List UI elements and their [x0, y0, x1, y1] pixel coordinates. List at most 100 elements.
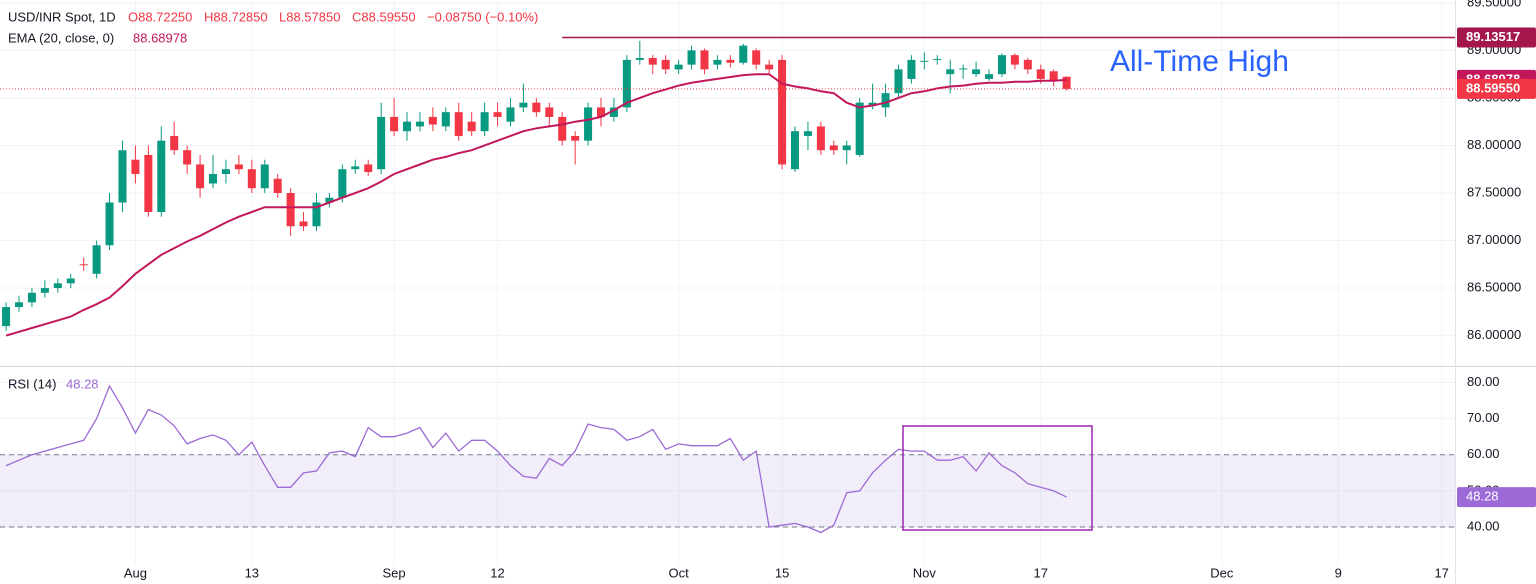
candle-body [377, 116, 386, 170]
candle-body [183, 150, 192, 165]
price-label: 88.59550 [1466, 80, 1520, 95]
ema-legend-value: 88.68978 [133, 30, 187, 45]
candle-body [972, 69, 981, 75]
candle-body [752, 50, 761, 65]
symbol: USD/INR Spot, 1D [8, 9, 116, 24]
price-label-box [1457, 78, 1536, 99]
y-tick-label: 40.00 [1467, 518, 1500, 533]
y-tick-label: 70.00 [1467, 410, 1500, 425]
x-tick-label: 12 [490, 565, 504, 580]
x-tick-label: Sep [383, 565, 406, 580]
candle-body [27, 292, 36, 303]
candle-body [221, 169, 230, 174]
candle-body [829, 145, 838, 151]
candle-body [959, 68, 968, 70]
x-tick-label: 15 [775, 565, 789, 580]
rsi-value-box [1457, 487, 1536, 508]
candle-body [467, 121, 476, 132]
candle-body [286, 192, 295, 227]
candle-body [40, 288, 49, 293]
candle-body [622, 59, 631, 108]
candle-body [325, 197, 334, 203]
ema-legend: EMA (20, close, 0) [8, 30, 114, 45]
candle-body [506, 107, 515, 122]
candle-body [209, 173, 218, 184]
candle-body [907, 59, 916, 79]
candle-body [131, 159, 140, 174]
candle-body [881, 93, 890, 108]
rsi-band [0, 454, 1455, 528]
candle-body [403, 121, 412, 132]
candle-body [674, 64, 683, 70]
candle-body [584, 107, 593, 141]
y-tick-label: 86.00000 [1467, 327, 1521, 342]
candle-body [532, 102, 541, 113]
candle-body [53, 283, 62, 289]
ohlc-high: H88.72850 [204, 9, 268, 24]
candle-body [338, 169, 347, 198]
candle-body [1062, 76, 1071, 89]
ohlc-low: L88.57850 [279, 9, 340, 24]
candle-body [1036, 69, 1045, 79]
candle-body [312, 202, 321, 227]
candle-body [1049, 71, 1058, 81]
candle-body [66, 278, 75, 284]
price-label: 89.13517 [1466, 29, 1520, 44]
candle-body [855, 102, 864, 155]
candle-body [273, 178, 282, 193]
x-tick-label: 9 [1335, 565, 1342, 580]
candle-body [428, 116, 437, 125]
y-tick-label: 89.50000 [1467, 0, 1521, 9]
candle-body [635, 57, 644, 60]
ohlc-close: C88.59550 [352, 9, 416, 24]
candle-body [92, 245, 101, 274]
candle-body [196, 164, 205, 189]
x-tick-label: 13 [245, 565, 259, 580]
y-tick-label: 80.00 [1467, 374, 1500, 389]
candle-body [726, 59, 735, 63]
x-tick-label: Aug [124, 565, 147, 580]
axis: Aug 13 Sep 12 Oct 15 Nov 17 Dec 9 17 86.00000 86.500… [124, 0, 1536, 580]
candle-body [118, 150, 127, 203]
y-tick-label: 88.00000 [1467, 137, 1521, 152]
candle-body [842, 145, 851, 151]
rsi-line [5, 384, 1067, 534]
candle-body [661, 59, 670, 70]
ohlc-open: O88.72250 [128, 9, 192, 24]
candle-body [260, 164, 269, 189]
candle-body [2, 307, 11, 327]
candle-body [454, 112, 463, 136]
candle-body [894, 69, 903, 94]
candle-body [105, 202, 114, 246]
y-tick-label: 87.00000 [1467, 232, 1521, 247]
candle-body [571, 135, 580, 141]
candle-body [597, 107, 606, 117]
plot [0, 36, 1455, 534]
candle-body [700, 50, 709, 70]
grid [0, 0, 1455, 565]
candle-body [1023, 59, 1032, 70]
candle-body [1010, 55, 1019, 65]
annotation: All-Time High [1110, 45, 1289, 78]
candle-body [778, 59, 787, 165]
x-tick-label: 17 [1034, 565, 1048, 580]
candle-body [868, 102, 877, 106]
candle-body [519, 102, 528, 108]
highlight-box [902, 425, 1093, 531]
candle-body [687, 50, 696, 65]
candle-body [493, 112, 502, 117]
rsi-legend-value: 48.28 [66, 376, 99, 391]
ema-line [5, 73, 1067, 337]
candle-body [609, 107, 618, 117]
x-tick-label: Nov [913, 565, 937, 580]
candle-body [79, 264, 88, 266]
candle-body [985, 74, 994, 79]
candle-body [558, 116, 567, 141]
candle-body [234, 164, 243, 170]
candle-body [739, 45, 748, 63]
candle-body [415, 121, 424, 127]
rsi-value-label: 48.28 [1466, 489, 1499, 504]
